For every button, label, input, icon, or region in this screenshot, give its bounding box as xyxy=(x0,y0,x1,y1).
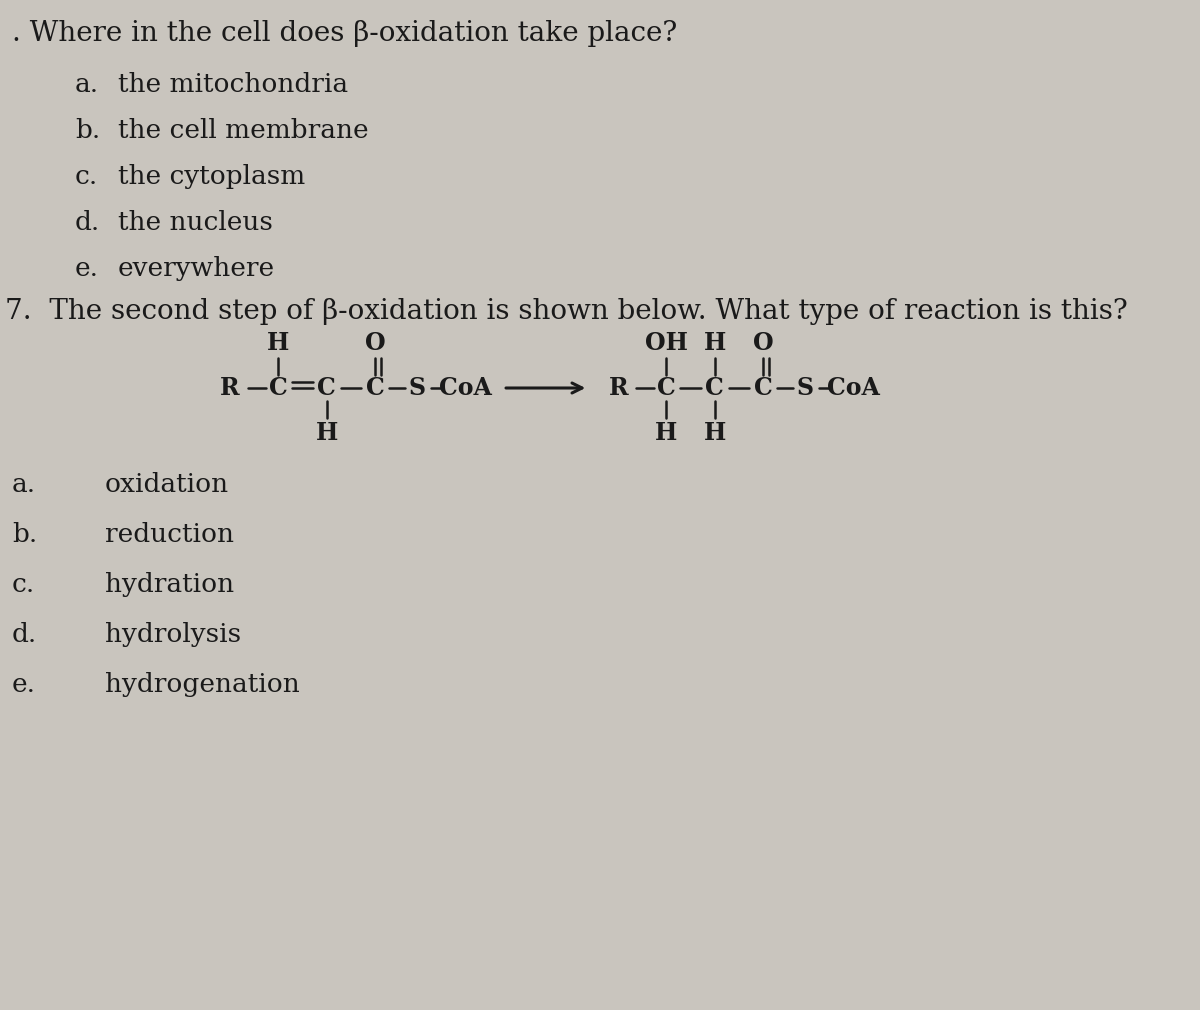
Text: C: C xyxy=(269,376,288,400)
Text: e.: e. xyxy=(74,256,98,281)
Text: CoA: CoA xyxy=(827,376,880,400)
Text: the mitochondria: the mitochondria xyxy=(118,72,348,97)
Text: e.: e. xyxy=(12,672,36,697)
Text: C: C xyxy=(366,376,384,400)
Text: S: S xyxy=(408,376,426,400)
Text: OH: OH xyxy=(646,331,688,355)
Text: CoA: CoA xyxy=(439,376,492,400)
Text: C: C xyxy=(706,376,724,400)
Text: H: H xyxy=(268,331,289,355)
Text: H: H xyxy=(703,331,726,355)
Text: hydration: hydration xyxy=(106,572,234,597)
Text: c.: c. xyxy=(12,572,35,597)
Text: R: R xyxy=(608,376,628,400)
Text: hydrogenation: hydrogenation xyxy=(106,672,300,697)
Text: reduction: reduction xyxy=(106,522,234,547)
Text: b.: b. xyxy=(12,522,37,547)
Text: . Where in the cell does β-oxidation take place?: . Where in the cell does β-oxidation tak… xyxy=(12,20,677,47)
Text: c.: c. xyxy=(74,164,98,189)
Text: O: O xyxy=(365,331,385,355)
Text: b.: b. xyxy=(74,118,101,143)
Text: C: C xyxy=(317,376,336,400)
Text: d.: d. xyxy=(74,210,101,235)
Text: R: R xyxy=(220,376,240,400)
Text: a.: a. xyxy=(74,72,100,97)
Text: S: S xyxy=(797,376,814,400)
Text: H: H xyxy=(655,421,678,445)
Text: C: C xyxy=(754,376,773,400)
Text: hydrolysis: hydrolysis xyxy=(106,622,241,647)
Text: H: H xyxy=(703,421,726,445)
Text: H: H xyxy=(316,421,337,445)
Text: oxidation: oxidation xyxy=(106,472,229,497)
Text: O: O xyxy=(752,331,774,355)
Text: the nucleus: the nucleus xyxy=(118,210,272,235)
Text: C: C xyxy=(658,376,676,400)
Text: the cytoplasm: the cytoplasm xyxy=(118,164,305,189)
Text: everywhere: everywhere xyxy=(118,256,275,281)
Text: the cell membrane: the cell membrane xyxy=(118,118,368,143)
Text: a.: a. xyxy=(12,472,36,497)
Text: d.: d. xyxy=(12,622,37,647)
Text: 7.  The second step of β-oxidation is shown below. What type of reaction is this: 7. The second step of β-oxidation is sho… xyxy=(5,298,1128,325)
